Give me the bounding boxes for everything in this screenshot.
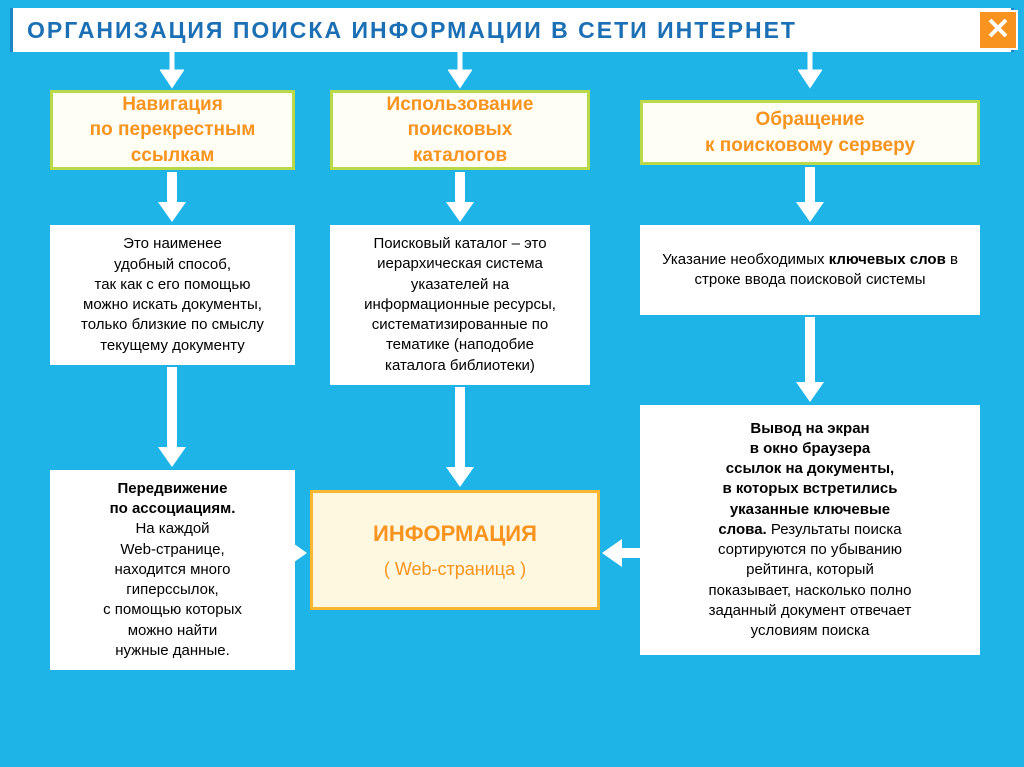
arrow-h3-d3 — [793, 167, 827, 225]
close-icon — [986, 16, 1010, 45]
arrow-b1-info — [254, 536, 310, 570]
header-col1: Навигация по перекрестным ссылкам — [50, 90, 295, 170]
arrow-h1-d1 — [155, 172, 189, 225]
title-bar: ОРГАНИЗАЦИЯ ПОИСКА ИНФОРМАЦИИ В СЕТИ ИНТ… — [10, 8, 1014, 52]
page-title: ОРГАНИЗАЦИЯ ПОИСКА ИНФОРМАЦИИ В СЕТИ ИНТ… — [27, 17, 797, 44]
header-col2-text: Использование поисковых каталогов — [387, 92, 534, 169]
arrow-title-to-col2 — [448, 52, 472, 90]
arrow-d1-b1 — [155, 367, 189, 470]
desc-col1: Это наименее удобный способ, так как с е… — [50, 225, 295, 365]
arrow-title-to-col3 — [798, 52, 822, 90]
info-sub: ( Web-страница ) — [384, 557, 526, 581]
bottom-col1-text: Передвижениепо ассоциациям.На каждойWeb-… — [103, 479, 242, 661]
header-col1-text: Навигация по перекрестным ссылкам — [90, 92, 256, 169]
header-col2: Использование поисковых каталогов — [330, 90, 590, 170]
close-button[interactable] — [978, 10, 1018, 50]
bottom-col3: Вывод на экранв окно браузерассылок на д… — [640, 405, 980, 655]
arrow-d2-info — [443, 387, 477, 490]
info-box: ИНФОРМАЦИЯ ( Web-страница ) — [310, 490, 600, 610]
arrow-b3-info — [600, 536, 640, 570]
bottom-col3-text: Вывод на экранв окно браузерассылок на д… — [709, 419, 912, 642]
desc-col2: Поисковый каталог – это иерархическая си… — [330, 225, 590, 385]
info-title: ИНФОРМАЦИЯ — [373, 519, 537, 549]
arrow-title-to-col1 — [160, 52, 184, 90]
desc-col1-text: Это наименее удобный способ, так как с е… — [81, 234, 264, 356]
header-col3: Обращение к поисковому серверу — [640, 100, 980, 165]
desc-col3: Указание необходимых ключевых слов в стр… — [640, 225, 980, 315]
header-col3-text: Обращение к поисковому серверу — [705, 107, 915, 158]
arrow-h2-d2 — [443, 172, 477, 225]
arrow-d3-b3 — [793, 317, 827, 405]
bottom-col1: Передвижениепо ассоциациям.На каждойWeb-… — [50, 470, 295, 670]
desc-col2-text: Поисковый каталог – это иерархическая си… — [364, 234, 556, 376]
desc-col3-text: Указание необходимых ключевых слов в стр… — [648, 250, 972, 291]
